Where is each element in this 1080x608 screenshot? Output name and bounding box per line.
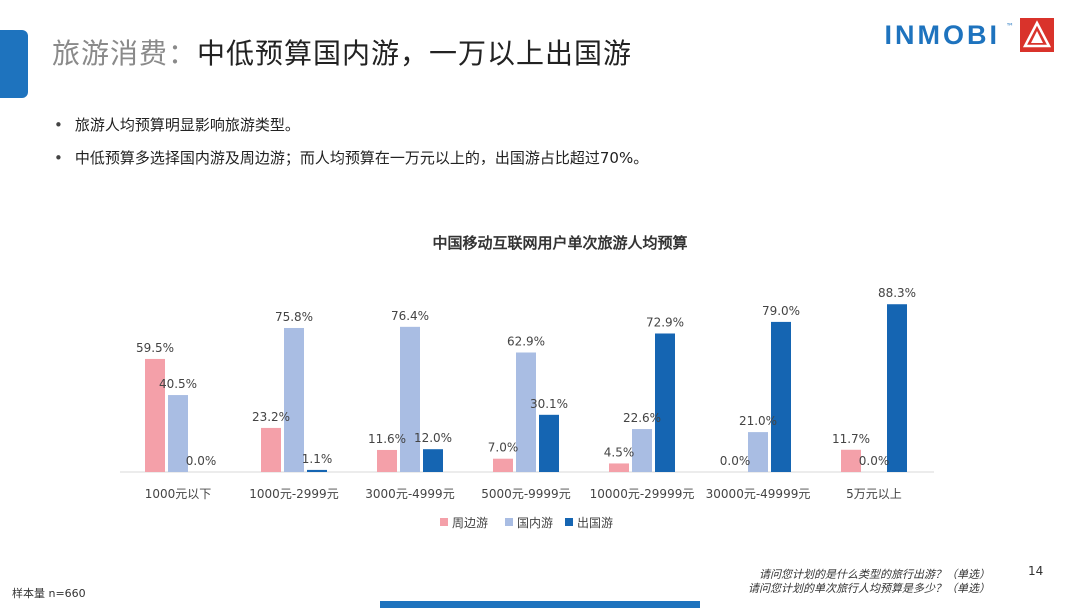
bar-value-label: 11.6%: [368, 432, 406, 446]
category-label: 5万元以上: [846, 487, 902, 501]
bar-value-label: 11.7%: [832, 432, 870, 446]
bar-周边游: [377, 449, 397, 472]
bar-国内游: [516, 352, 536, 472]
legend-swatch: [440, 518, 448, 526]
bar-国内游: [400, 326, 420, 472]
bar-value-label: 0.0%: [186, 454, 217, 468]
legend-label: 周边游: [452, 516, 488, 530]
bar-周边游: [841, 449, 861, 472]
category-label: 10000元-29999元: [590, 487, 695, 501]
bar-出国游: [887, 304, 907, 472]
bar-value-label: 40.5%: [159, 377, 197, 391]
title-accent-bar: [0, 30, 28, 98]
bar-出国游: [423, 449, 443, 472]
bar-周边游: [261, 427, 281, 472]
bottom-accent-bar: [380, 601, 700, 608]
bullet-item: 旅游人均预算明显影响旅游类型。: [54, 114, 648, 135]
logo-text: INMOBI: [884, 19, 1000, 50]
bar-value-label: 72.9%: [646, 315, 684, 329]
bullet-item: 中低预算多选择国内游及周边游；而人均预算在一万元以上的，出国游占比超过70%。: [54, 147, 648, 168]
bar-value-label: 0.0%: [859, 454, 890, 468]
bar-value-label: 4.5%: [604, 445, 635, 459]
title-main: 中低预算国内游，一万以上出国游: [197, 37, 633, 70]
category-label: 3000元-4999元: [365, 487, 454, 501]
bar-value-label: 23.2%: [252, 410, 290, 424]
category-label: 5000元-9999元: [481, 487, 570, 501]
category-label: 30000元-49999元: [706, 487, 811, 501]
category-label: 1000元以下: [145, 487, 212, 501]
bar-value-label: 0.0%: [720, 454, 751, 468]
title-prefix: 旅游消费：: [52, 37, 198, 70]
trademark-mark: ™: [1006, 22, 1014, 31]
bar-value-label: 88.3%: [878, 286, 916, 300]
legend-label: 出国游: [577, 516, 613, 530]
slide-title: 旅游消费：中低预算国内游，一万以上出国游: [52, 32, 632, 72]
bar-周边游: [493, 458, 513, 472]
bar-国内游: [168, 395, 188, 472]
bar-周边游: [145, 358, 165, 472]
bar-出国游: [771, 321, 791, 472]
bar-value-label: 7.0%: [488, 441, 519, 455]
bullet-list: 旅游人均预算明显影响旅游类型。 中低预算多选择国内游及周边游；而人均预算在一万元…: [54, 114, 648, 180]
bar-国内游: [284, 327, 304, 472]
bar-出国游: [307, 469, 327, 472]
legend-swatch: [505, 518, 513, 526]
bar-周边游: [609, 463, 629, 472]
page-number: 14: [1028, 564, 1044, 578]
bar-value-label: 75.8%: [275, 310, 313, 324]
logo-emblem-icon: [1020, 18, 1054, 52]
bar-出国游: [655, 333, 675, 472]
bar-value-label: 76.4%: [391, 309, 429, 323]
bar-value-label: 30.1%: [530, 397, 568, 411]
legend-label: 国内游: [517, 516, 553, 530]
survey-question: 请问您计划的单次旅行人均预算是多少？（单选）: [748, 582, 990, 595]
bar-国内游: [748, 432, 768, 472]
bar-value-label: 22.6%: [623, 411, 661, 425]
legend-swatch: [565, 518, 573, 526]
bar-value-label: 62.9%: [507, 334, 545, 348]
chart-title: 中国移动互联网用户单次旅游人均预算: [432, 234, 687, 252]
bar-出国游: [539, 414, 559, 472]
bar-国内游: [632, 429, 652, 472]
bar-value-label: 59.5%: [136, 341, 174, 355]
survey-question: 请问您计划的是什么类型的旅行出游？（单选）: [759, 568, 990, 581]
category-label: 1000元-2999元: [249, 487, 338, 501]
inmobi-logo: INMOBI ™: [884, 18, 1054, 52]
bar-value-label: 1.1%: [302, 452, 333, 466]
bar-value-label: 79.0%: [762, 304, 800, 318]
bar-value-label: 12.0%: [414, 431, 452, 445]
bar-value-label: 21.0%: [739, 414, 777, 428]
sample-size-note: 样本量 n=660: [12, 587, 86, 600]
